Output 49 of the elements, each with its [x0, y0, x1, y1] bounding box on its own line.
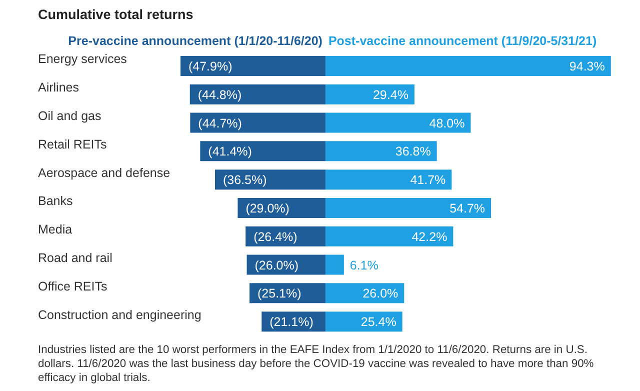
y-tick-label: Airlines [38, 80, 79, 95]
data-label: (44.8%) [198, 88, 242, 102]
data-label: (26.4%) [254, 230, 298, 244]
data-label: 48.0% [429, 116, 465, 130]
data-label: 42.2% [412, 230, 448, 244]
bar [325, 141, 437, 162]
bar [325, 112, 471, 133]
data-label: 25.4% [360, 315, 396, 330]
chart-title: Cumulative total returns [38, 7, 194, 22]
bar [200, 141, 326, 162]
y-tick-label: Oil and gas [38, 109, 102, 123]
bar [325, 226, 454, 246]
data-label: 94.3% [569, 59, 605, 74]
y-tick-label: Banks [38, 194, 73, 208]
bar [325, 312, 402, 332]
y-tick-label: Office REITs [38, 279, 108, 294]
bar [325, 170, 452, 190]
data-label: (47.9%) [188, 59, 232, 74]
bar [180, 56, 326, 76]
bar [190, 84, 326, 104]
series-label: Pre-vaccine announcement (1/1/20-11/6/20) [68, 34, 322, 48]
y-tick-label: Construction and engineering [38, 308, 202, 322]
data-label: (41.4%) [208, 144, 252, 159]
data-label: (26.0%) [254, 258, 299, 272]
bar [325, 56, 611, 76]
data-label: 6.1% [350, 258, 378, 272]
data-label: 54.7% [450, 201, 486, 216]
bar [190, 112, 326, 133]
data-label: (44.7%) [198, 116, 242, 130]
bar [325, 283, 404, 304]
bar [215, 170, 326, 190]
y-tick-label: Road and rail [38, 251, 112, 265]
data-label: 29.4% [372, 88, 408, 102]
data-label: 41.7% [410, 173, 446, 188]
data-label: (36.5%) [223, 173, 267, 188]
data-label: 26.0% [362, 286, 398, 301]
bar [325, 84, 414, 104]
data-label: (21.1%) [270, 315, 314, 330]
data-label: (25.1%) [258, 286, 302, 301]
y-tick-label: Aerospace and defense [38, 166, 170, 180]
data-label: 36.8% [395, 144, 431, 159]
y-tick-label: Media [38, 222, 72, 237]
data-label: (29.0%) [246, 201, 290, 216]
text: Industries listed are the 10 worst performers in the EAFE Index from 1/1/2020 to 11/6/2020. Returns are in U.S. dollars. 11/6/2020 was the last business day before the COVID-19 vaccine was revealed to have more than 90% efficacy in global trials. [38, 343, 595, 385]
y-tick-label: Energy services [38, 52, 127, 66]
bar [325, 254, 344, 275]
y-tick-label: Retail REITs [38, 137, 107, 152]
series-label: Post-vaccine announcement (11/9/20-5/31/21) [328, 34, 597, 48]
bar [325, 198, 492, 218]
